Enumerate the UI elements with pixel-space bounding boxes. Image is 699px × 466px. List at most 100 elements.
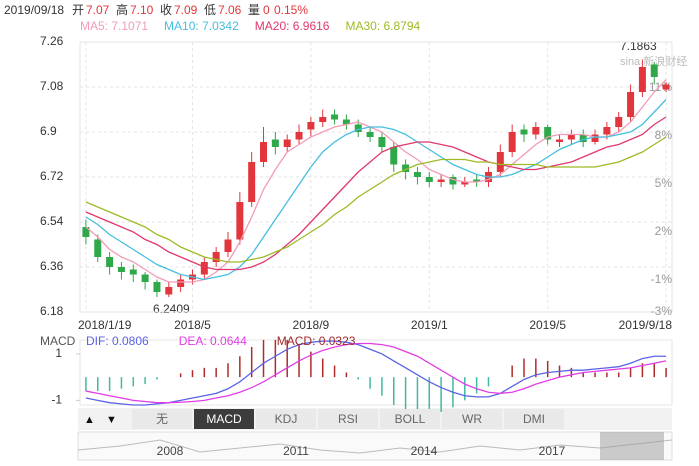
- candle-body: [378, 137, 386, 147]
- candle-body: [449, 177, 457, 185]
- candle-body: [82, 227, 90, 237]
- tab[interactable]: [132, 409, 192, 429]
- legend-entry: MA5: 7.1071: [80, 19, 148, 33]
- candle-body: [461, 182, 469, 185]
- candle-body: [295, 132, 303, 140]
- candle-body: [603, 127, 611, 135]
- ma-line: [85, 79, 667, 283]
- candle-body: [165, 287, 173, 295]
- y-tick-label: 7.26: [40, 34, 64, 48]
- tab[interactable]: [194, 409, 254, 429]
- tab-label: KDJ: [275, 412, 298, 426]
- navigator: [77, 431, 673, 461]
- candle-body: [248, 162, 256, 202]
- macd-title: MACD: [40, 334, 76, 348]
- candle-body: [200, 262, 208, 275]
- candle-body: [532, 127, 540, 135]
- low-label: 低: [204, 3, 216, 17]
- navigator-year: 2011: [283, 444, 309, 458]
- y2-tick-label: -1%: [651, 272, 673, 286]
- tab-label: BOLL: [395, 412, 426, 426]
- candle-body: [260, 142, 268, 162]
- candle-body: [94, 239, 102, 257]
- candle-body: [627, 92, 635, 117]
- x-tick-label: 2018/1/19: [78, 318, 132, 332]
- tab-label: WR: [462, 412, 482, 426]
- y-tick-label: 6.9: [40, 124, 57, 138]
- candle-body: [307, 122, 315, 130]
- candle-body: [106, 257, 114, 267]
- candle-body: [473, 179, 481, 182]
- legend-entry: MA20: 6.9616: [255, 19, 330, 33]
- candle-body: [331, 114, 339, 120]
- tab[interactable]: [442, 409, 502, 429]
- ma-line: [85, 116, 667, 271]
- tab[interactable]: [504, 409, 564, 429]
- candle-body: [271, 139, 279, 147]
- navigator-window[interactable]: [600, 432, 664, 460]
- x-tick-label: 2018/5: [174, 318, 211, 332]
- candle-body: [342, 119, 350, 125]
- high-annotation: 7.1863: [620, 39, 657, 53]
- y-tick-label: 6.72: [40, 169, 64, 183]
- candle-body: [437, 179, 445, 182]
- navigator-year: 2017: [539, 444, 566, 458]
- y2-tick-label: 2%: [655, 224, 673, 238]
- volume-label: 量: [248, 3, 260, 17]
- candle-body: [615, 117, 623, 127]
- candle-body: [662, 84, 670, 90]
- volume-value: 0: [263, 3, 270, 17]
- candle-body: [141, 274, 149, 282]
- close-label: 收: [160, 3, 172, 17]
- scroll-down[interactable]: ▼: [106, 414, 117, 426]
- x-tick-label: 2019/1: [411, 318, 448, 332]
- candle-body: [354, 124, 362, 132]
- tab-label: MACD: [206, 412, 242, 426]
- navigator-line: [77, 439, 673, 454]
- candle-body: [366, 132, 374, 137]
- candle-body: [153, 282, 161, 292]
- plot-frame: [79, 339, 673, 406]
- y-tick-label: 6.54: [40, 214, 64, 228]
- y-tick-label: 6.36: [40, 259, 64, 273]
- date: 2019/09/18: [4, 3, 64, 17]
- tab-label: DMI: [523, 412, 545, 426]
- candle-body: [212, 252, 220, 262]
- y-tick-label: 7.08: [40, 79, 64, 93]
- y2-tick-label: 5%: [655, 176, 673, 190]
- ma-line: [85, 136, 667, 263]
- y-tick-label: 1: [55, 346, 62, 360]
- y-tick-label: -1: [51, 393, 62, 407]
- tab[interactable]: [318, 409, 378, 429]
- candle-body: [129, 269, 137, 275]
- candle-body: [117, 267, 125, 272]
- candle-body: [567, 134, 575, 140]
- candle-body: [591, 134, 599, 142]
- high-label: 高: [116, 2, 128, 17]
- macd-line: [85, 342, 667, 404]
- tab-label: 无: [156, 412, 168, 426]
- open-value: 7.07: [86, 3, 110, 17]
- candle-body: [177, 279, 185, 287]
- watermark: sina 新浪财经: [620, 54, 687, 68]
- close-value: 7.09: [174, 3, 198, 17]
- header: 2019/09/18 开 7.07 高 7.10 收 7.09 低 7.06 量…: [4, 2, 308, 17]
- y2-tick-label: 8%: [655, 128, 673, 142]
- y2-tick-label: -3%: [651, 304, 673, 318]
- candle-body: [425, 177, 433, 182]
- navigator-year: 2014: [411, 444, 438, 458]
- legend-entry: MACD: 0.0323: [277, 334, 356, 348]
- scroll-up[interactable]: ▲: [84, 414, 95, 426]
- y-tick-label: 6.18: [40, 304, 64, 318]
- macd-line: [85, 340, 667, 406]
- high-value: 7.10: [130, 3, 154, 17]
- x-tick-label: 2019/9/18: [619, 318, 673, 332]
- tab[interactable]: [380, 409, 440, 429]
- ma-line: [85, 99, 667, 281]
- tab[interactable]: [256, 409, 316, 429]
- low-value: 7.06: [218, 3, 242, 17]
- candle-body: [579, 134, 587, 142]
- candle-body: [224, 239, 232, 252]
- candle-body: [638, 67, 646, 92]
- candle-body: [283, 139, 291, 147]
